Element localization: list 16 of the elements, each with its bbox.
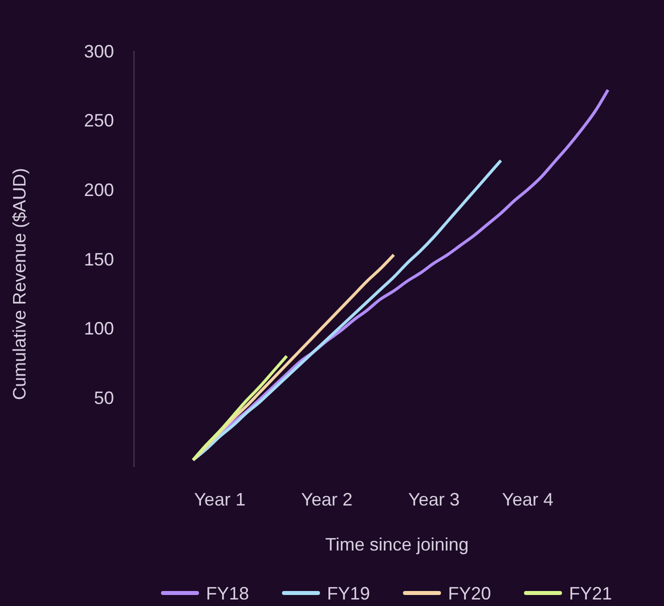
x-tick-label: Year 2 xyxy=(301,489,353,510)
legend-label: FY19 xyxy=(327,583,370,604)
y-axis-title: Cumulative Revenue ($AUD) xyxy=(9,168,30,400)
y-tick-label: 150 xyxy=(84,249,114,270)
y-tick-label: 200 xyxy=(84,180,114,200)
y-tick-label: 250 xyxy=(84,110,114,131)
x-tick-label: Year 3 xyxy=(408,489,460,510)
y-tick-label: 300 xyxy=(84,41,114,62)
legend-label: FY18 xyxy=(206,583,250,604)
legend-label: FY21 xyxy=(569,583,612,604)
y-tick-label: 50 xyxy=(94,388,114,408)
x-tick-label: Year 1 xyxy=(194,489,246,510)
x-axis-title: Time since joining xyxy=(325,534,469,554)
x-tick-label: Year 4 xyxy=(502,489,554,510)
y-tick-label: 100 xyxy=(84,318,114,339)
legend-label: FY20 xyxy=(448,583,492,604)
